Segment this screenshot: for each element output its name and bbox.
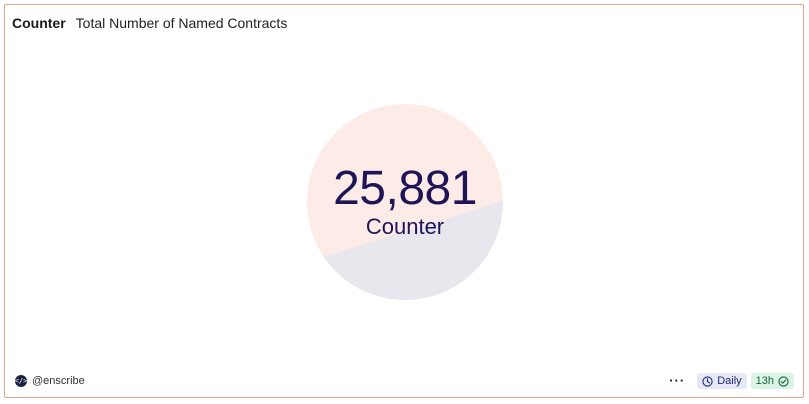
counter-display: 25,881 Counter [307,104,503,300]
counter-value: 25,881 [333,162,477,215]
schedule-badge[interactable]: Daily [697,373,747,389]
card-title: Total Number of Named Contracts [75,15,288,31]
author-link[interactable]: </> @enscribe [15,375,85,387]
more-options-button[interactable]: ··· [669,373,686,388]
clock-icon [702,375,713,387]
freshness-label: 13h [755,375,774,387]
code-icon: </> [14,375,28,387]
author-name: @enscribe [32,375,85,387]
counter-background-circle [307,104,503,300]
schedule-label: Daily [717,375,742,387]
check-circle-icon [778,375,789,387]
card-footer-actions: ··· Daily 13h [669,373,794,389]
card-header: Counter Total Number of Named Contracts [12,15,287,31]
visualization-type-label: Counter [12,15,66,31]
freshness-badge[interactable]: 13h [750,373,794,389]
counter-label: Counter [365,214,445,239]
counter-card: Counter Total Number of Named Contracts … [4,4,804,398]
